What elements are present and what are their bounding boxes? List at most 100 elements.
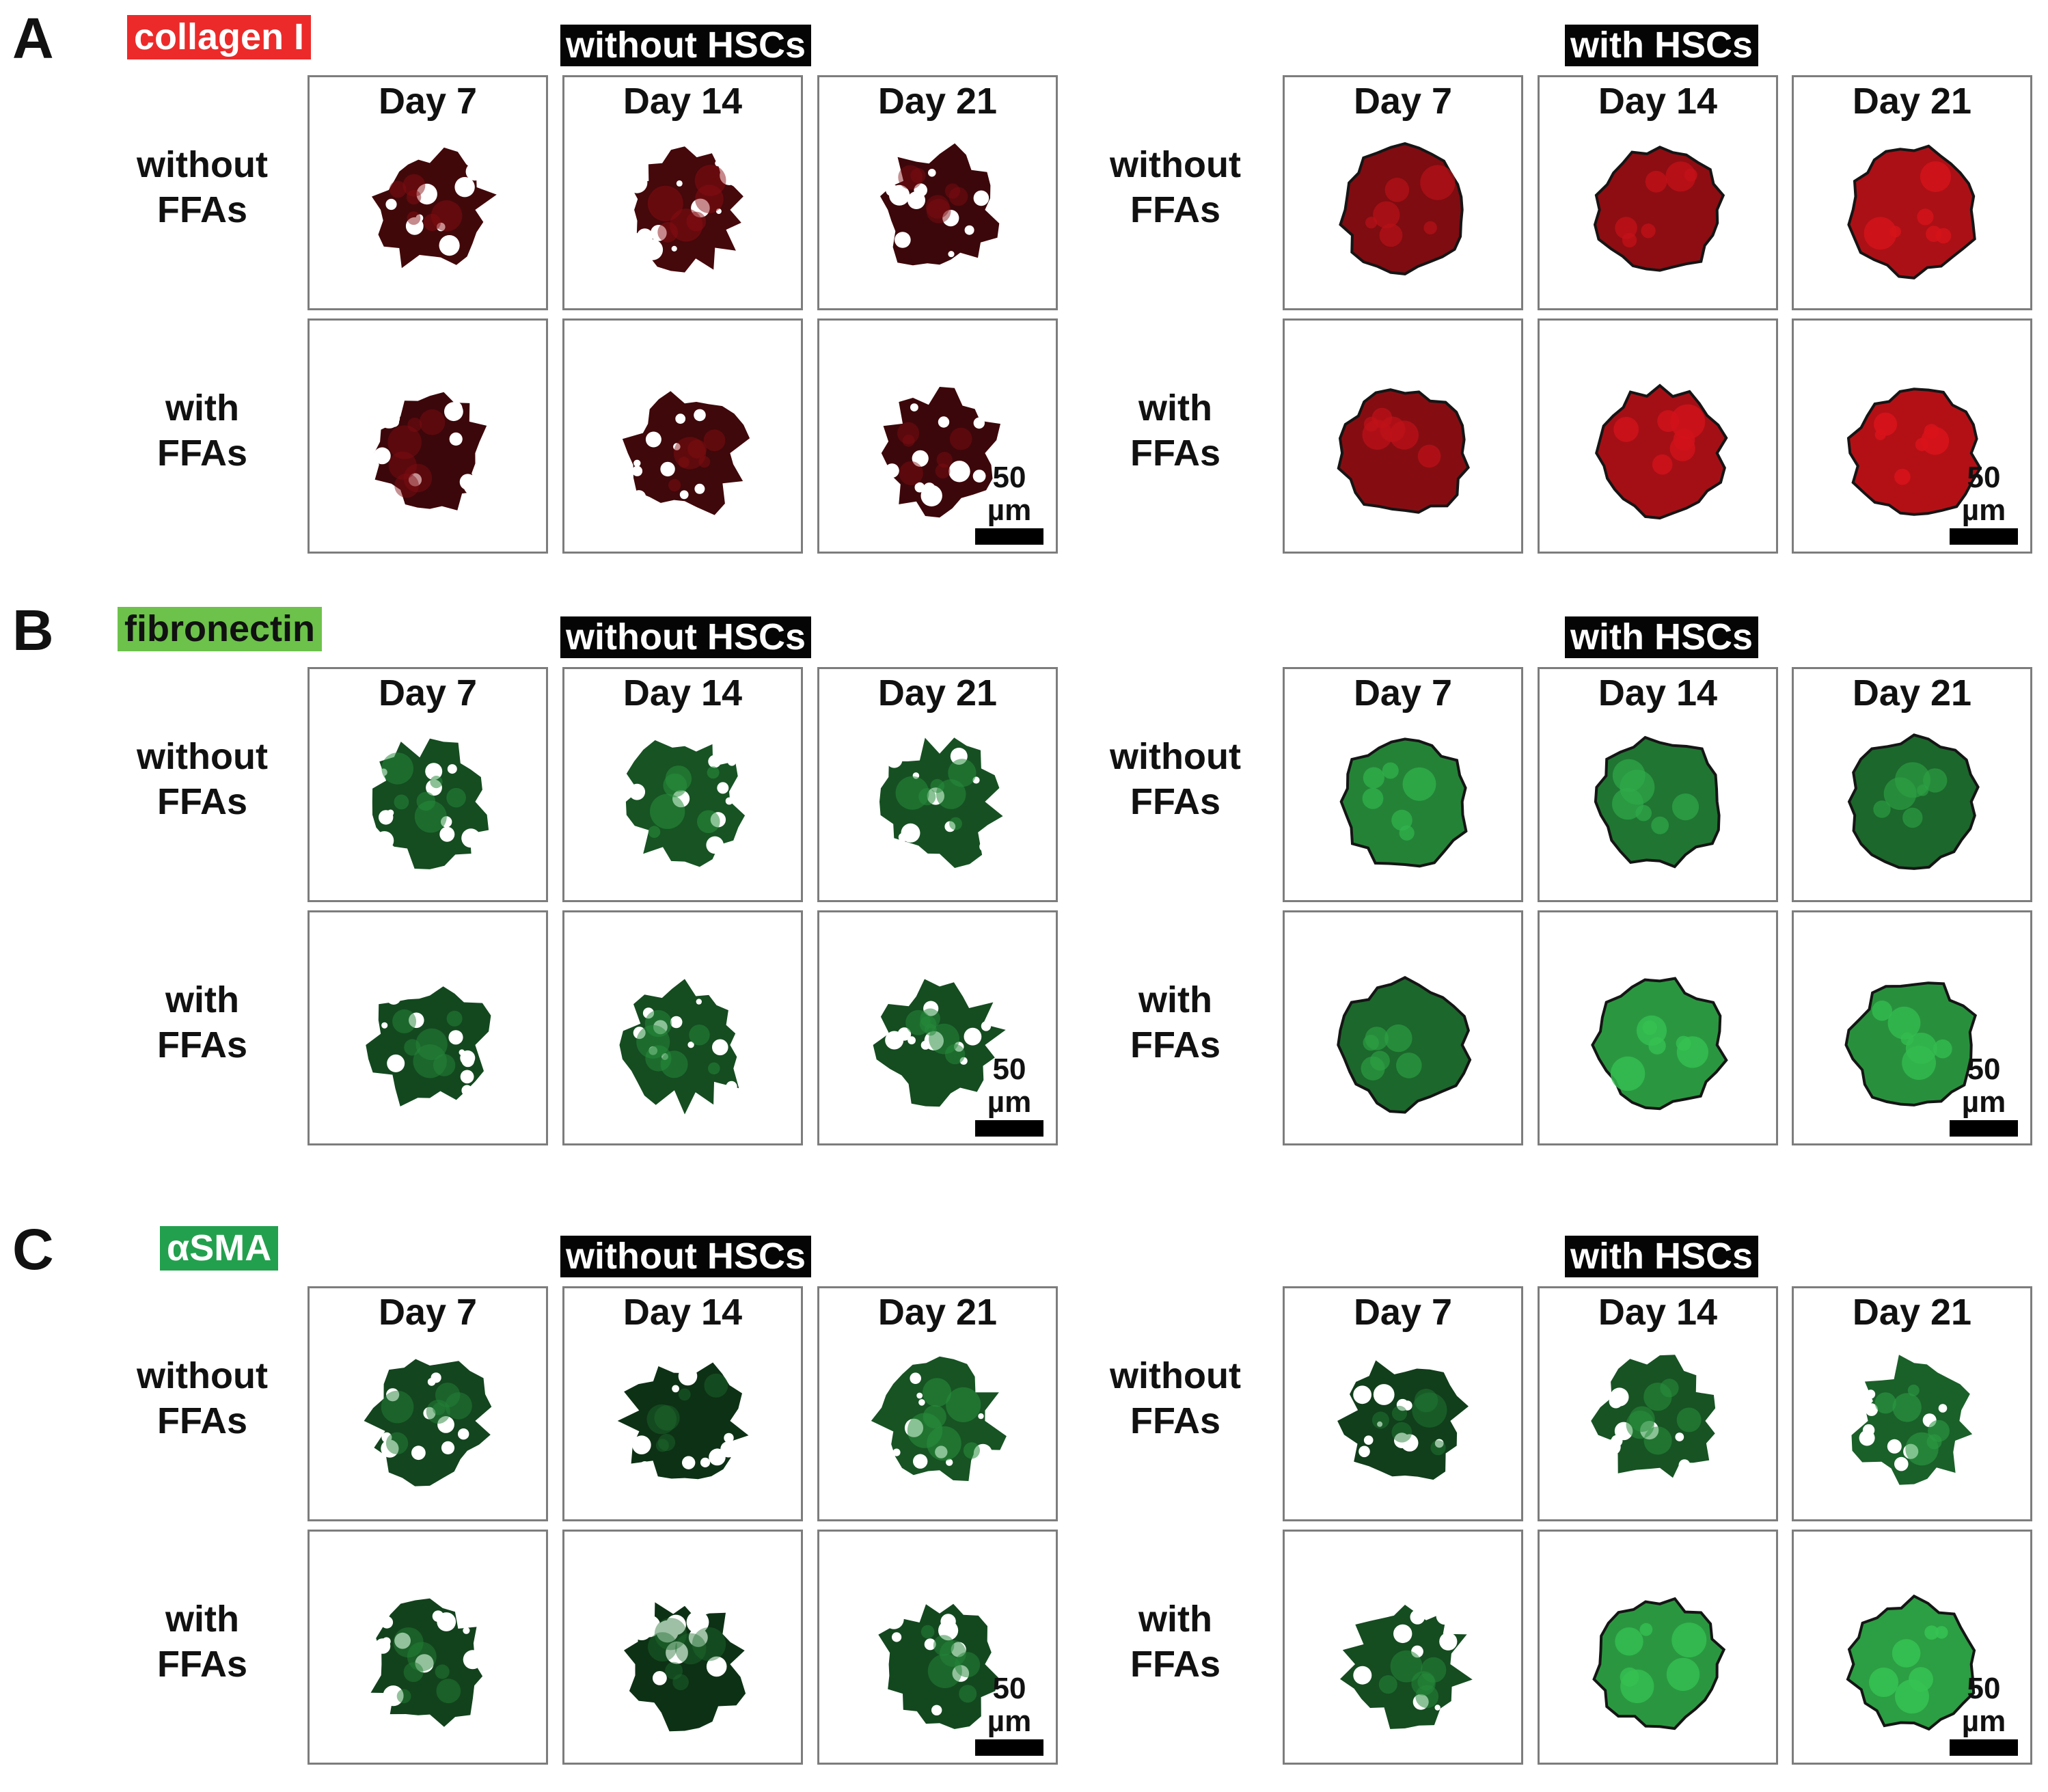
spheroid-image [617, 1362, 749, 1480]
row-label: without FFAs [120, 142, 284, 232]
row-label: with FFAs [120, 977, 284, 1068]
row-label: without FFAs [120, 734, 284, 824]
row-label-line: without [137, 736, 268, 777]
row-label-line: FFAs [1130, 1644, 1221, 1685]
spheroid-image [372, 147, 497, 269]
micrograph-cell: Day 14 [562, 1286, 803, 1521]
row-label-line: without [1110, 1355, 1241, 1396]
day-label: Day 21 [877, 673, 998, 714]
row-label-line: FFAs [1130, 1400, 1221, 1441]
stain-label: collagen I [127, 15, 312, 59]
micrograph-cell: Day 14 [1538, 667, 1778, 902]
spheroid-image [370, 1598, 483, 1727]
micrograph-cell: Day 7 [308, 667, 548, 902]
day-label: Day 14 [623, 81, 743, 122]
spheroid-image [1339, 737, 1468, 868]
spheroid-image [1337, 976, 1472, 1114]
micrograph-cell [308, 318, 548, 554]
micrograph-cell: Day 7 [1283, 667, 1523, 902]
day-label: Day 21 [877, 81, 998, 122]
micrograph-cell: Day 14 [1538, 75, 1778, 310]
micrograph-cell [562, 1530, 803, 1765]
micrograph-cell: Day 21 [1792, 75, 2032, 310]
row-label-line: FFAs [156, 1644, 248, 1685]
micrograph-cell [562, 910, 803, 1145]
micrograph-cell: Day 7 [308, 1286, 548, 1521]
micrograph-cell: 50 µm [1792, 318, 2032, 554]
scale-bar-group: 50 µm [975, 1053, 1043, 1137]
row-label: with FFAs [1093, 977, 1257, 1068]
micrograph-cell: Day 21 [817, 1286, 1058, 1521]
micrograph-cell [1283, 1530, 1523, 1765]
day-label: Day 21 [1852, 81, 1972, 122]
group-header-without-hscs: without HSCs [560, 25, 811, 66]
micrograph-cell [1283, 318, 1523, 554]
micrograph-cell: Day 21 [817, 75, 1058, 310]
day-label: Day 7 [1353, 1292, 1453, 1333]
scale-bar-label: 50 µm [1961, 1672, 2006, 1738]
spheroid-image [881, 387, 1000, 518]
group-header-with-hscs: with HSCs [1565, 1236, 1759, 1277]
stain-label: fibronectin [118, 607, 322, 651]
day-label: Day 14 [623, 673, 743, 714]
scale-bar [975, 528, 1043, 545]
spheroid-image [364, 1359, 492, 1486]
day-label: Day 14 [1598, 1292, 1718, 1333]
scale-bar-group: 50 µm [975, 461, 1043, 545]
spheroid-image [1593, 146, 1725, 272]
scale-bar-group: 50 µm [975, 1672, 1043, 1756]
spheroid-image [880, 143, 1000, 266]
spheroid-image [619, 979, 739, 1115]
group-header-without-hscs: without HSCs [560, 616, 811, 658]
micrograph-cell: 50 µm [817, 1530, 1058, 1765]
row-label-line: FFAs [1130, 189, 1221, 230]
micrograph-cell: 50 µm [1792, 1530, 2032, 1765]
micrograph-cell: Day 14 [562, 75, 803, 310]
row-label: without FFAs [1093, 734, 1257, 824]
day-label: Day 14 [1598, 81, 1718, 122]
row-label-line: FFAs [156, 781, 248, 822]
spheroid-image [625, 740, 746, 867]
row-label: with FFAs [120, 1597, 284, 1687]
micrograph-cell [1538, 910, 1778, 1145]
row-label-line: FFAs [156, 433, 248, 474]
spheroid-image [1591, 977, 1728, 1111]
row-label-line: without [137, 144, 268, 185]
scale-bar [975, 1739, 1043, 1756]
group-header-with-hscs: with HSCs [1565, 25, 1759, 66]
spheroid-image [1337, 1360, 1469, 1480]
row-label-line: with [165, 1599, 239, 1640]
micrograph-cell: Day 21 [1792, 667, 2032, 902]
spheroid-image [1846, 1594, 1976, 1731]
row-label-line: FFAs [156, 189, 248, 230]
group-header-without-hscs: without HSCs [560, 1236, 811, 1277]
panel-letter: C [12, 1217, 54, 1281]
row-label-line: FFAs [1130, 1024, 1221, 1065]
micrograph-cell: 50 µm [1792, 910, 2032, 1145]
scale-bar-label: 50 µm [987, 1672, 1032, 1738]
row-label-line: FFAs [156, 1024, 248, 1065]
spheroid-image [1595, 383, 1728, 520]
spheroid-image [1592, 1597, 1726, 1730]
day-label: Day 14 [623, 1292, 743, 1333]
spheroid-image [878, 1603, 999, 1729]
spheroid-image [1337, 388, 1470, 514]
spheroid-image [372, 738, 489, 869]
spheroid-image [1340, 1605, 1473, 1729]
scale-bar [1950, 1739, 2018, 1756]
row-label-line: with [1138, 979, 1212, 1020]
spheroid-image [366, 986, 491, 1107]
micrograph-cell: 50 µm [817, 318, 1058, 554]
scale-bar-label: 50 µm [987, 461, 1032, 527]
day-label: Day 7 [378, 1292, 478, 1333]
day-label: Day 14 [1598, 673, 1718, 714]
row-label: with FFAs [1093, 1597, 1257, 1687]
row-label-line: without [1110, 144, 1241, 185]
day-label: Day 21 [1852, 1292, 1972, 1333]
micrograph-cell: 50 µm [817, 910, 1058, 1145]
panel-letter: B [12, 598, 54, 662]
